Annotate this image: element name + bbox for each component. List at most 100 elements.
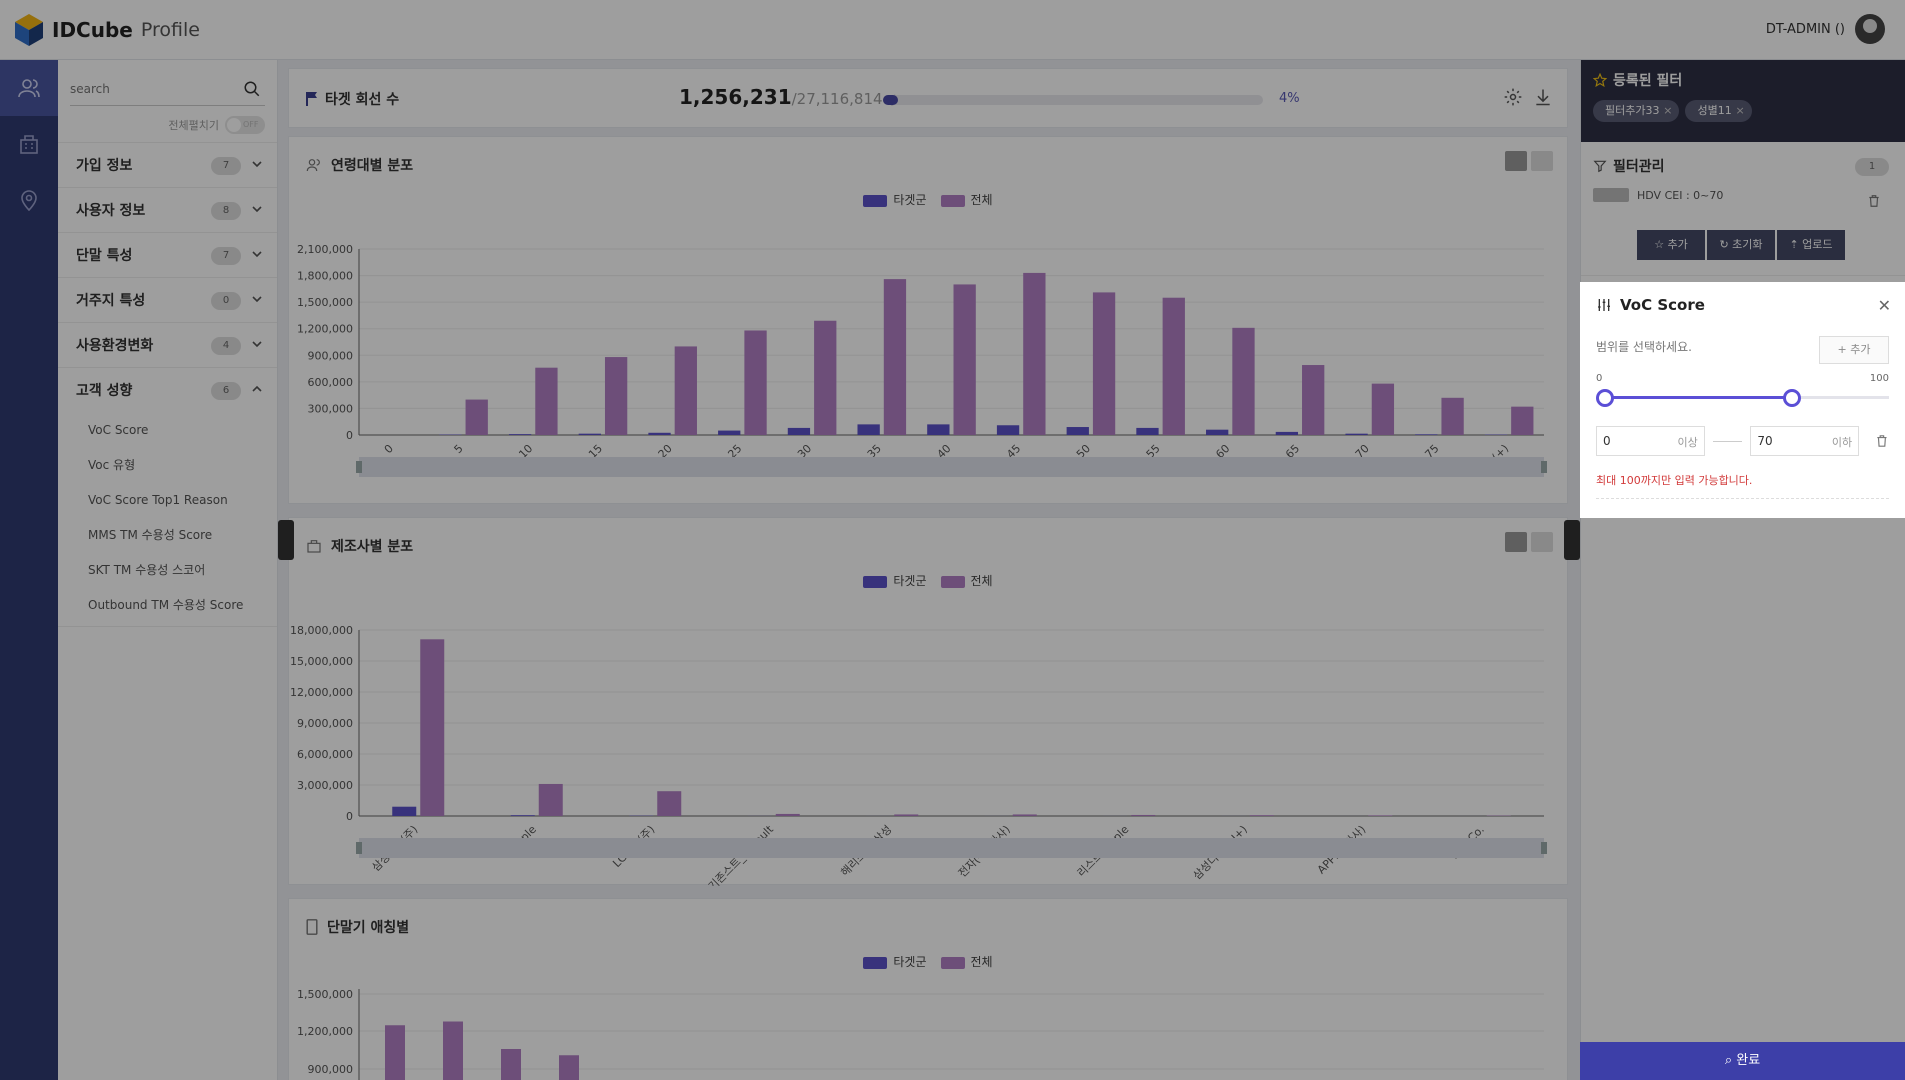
settings-gear-icon[interactable] [1503,87,1523,107]
bar-target[interactable] [1415,434,1438,435]
bar-all[interactable] [775,813,800,816]
bar-all[interactable] [953,284,976,435]
legend-all[interactable]: 전체 [940,953,993,970]
bar-target[interactable] [578,433,601,435]
bar-all[interactable] [1131,814,1156,816]
bar-chart-view-icon[interactable] [1505,532,1527,552]
bar-target[interactable] [648,432,671,435]
legend-target[interactable]: 타겟군 [863,572,927,589]
voc-add-button[interactable]: + 추가 [1819,336,1889,364]
voc-range-slider[interactable] [1596,388,1889,408]
zoom-scrollbar[interactable] [359,838,1544,858]
filter-category[interactable]: 거주지 특성 0 [58,277,277,322]
bar-target[interactable] [1066,427,1089,435]
bar-target[interactable] [718,430,741,435]
bar-target[interactable] [1275,431,1299,435]
legend-target[interactable]: 타겟군 [863,191,927,208]
chevron-down-icon[interactable] [251,158,263,170]
filter-category[interactable]: 단말 특성 7 [58,232,277,277]
bar-all[interactable] [465,399,488,435]
bar-target[interactable] [392,806,417,816]
bar-all[interactable] [894,814,919,816]
bar-all[interactable] [1302,365,1325,435]
bar-all[interactable] [538,783,563,816]
bar-all[interactable] [443,1021,463,1080]
chevron-down-icon[interactable] [251,338,263,350]
bar-all[interactable] [657,791,682,816]
chevron-up-icon[interactable] [251,383,263,395]
bar-all[interactable] [1012,814,1037,816]
filter-category[interactable]: 사용환경변화 4 [58,322,277,367]
trash-icon[interactable] [1875,434,1889,448]
bar-all[interactable] [1368,815,1393,816]
pie-chart-view-icon[interactable] [1531,532,1553,552]
slider-high-handle[interactable] [1782,389,1801,407]
add-filter-button[interactable]: ☆ 추가 [1637,230,1705,260]
bar-all[interactable] [1023,272,1046,435]
expand-all-toggle[interactable]: OFF [225,116,265,134]
zoom-handle-right[interactable] [1541,461,1547,473]
search-icon[interactable] [243,80,261,98]
done-button[interactable]: ⌕ 완료 [1580,1042,1905,1080]
filter-sub-item[interactable]: Outbound TM 수용성 Score [88,598,244,612]
bar-target[interactable] [857,424,880,435]
bar-all[interactable] [1232,327,1255,435]
legend-target[interactable]: 타겟군 [863,953,927,970]
bar-target[interactable] [1136,427,1159,435]
filter-sub-item[interactable]: SKT TM 수용성 스코어 [88,563,206,577]
rail-users[interactable] [0,60,58,116]
bar-target[interactable] [508,434,532,435]
bar-target[interactable] [927,424,950,435]
bar-all[interactable] [385,1025,405,1080]
filter-sub-item[interactable]: MMS TM 수용성 Score [88,528,213,542]
bar-all[interactable] [501,1049,521,1080]
bar-all[interactable] [1249,815,1274,816]
zoom-handle-left[interactable] [356,842,362,854]
chevron-down-icon[interactable] [251,293,263,305]
bar-all[interactable] [1092,292,1116,435]
high-value-input[interactable] [1751,427,1822,455]
bar-all[interactable] [1441,397,1464,435]
collapse-right-handle[interactable] [1564,520,1580,560]
bar-all[interactable] [604,357,628,435]
zoom-handle-left[interactable] [356,461,362,473]
filter-chip[interactable]: 필터추가33 [1593,100,1680,122]
upload-filter-button[interactable]: ⇡ 업로드 [1777,230,1845,260]
bar-all[interactable] [1162,297,1185,435]
bar-all[interactable] [883,279,907,435]
filter-category[interactable]: 가입 정보 7 [58,142,277,187]
bar-target[interactable] [787,427,811,435]
bar-target[interactable] [1345,433,1368,435]
rail-location[interactable] [0,172,58,228]
bar-all[interactable] [744,330,767,435]
pie-chart-view-icon[interactable] [1531,151,1553,171]
bar-all[interactable] [1371,383,1395,435]
bar-chart-view-icon[interactable] [1505,151,1527,171]
bar-target[interactable] [510,815,535,816]
zoom-scrollbar[interactable] [359,457,1544,477]
close-icon[interactable]: ✕ [1877,296,1891,315]
trash-icon[interactable] [1867,194,1881,208]
slider-low-handle[interactable] [1596,389,1614,407]
filter-sub-item[interactable]: VoC Score Top1 Reason [88,492,228,507]
zoom-handle-right[interactable] [1541,842,1547,854]
avatar[interactable] [1855,14,1885,44]
bar-target[interactable] [996,425,1020,435]
bar-target[interactable] [1206,429,1229,435]
filter-sub-item[interactable]: VoC Score [88,422,149,437]
bar-all[interactable] [674,346,697,435]
bar-all[interactable] [535,367,558,435]
collapse-left-handle[interactable] [278,520,294,560]
bar-all[interactable] [814,320,837,435]
rail-building[interactable] [0,116,58,172]
chevron-down-icon[interactable] [251,248,263,260]
reset-filter-button[interactable]: ↻ 초기화 [1707,230,1775,260]
legend-all[interactable]: 전체 [940,191,993,208]
chevron-down-icon[interactable] [251,203,263,215]
bar-all[interactable] [1511,406,1534,435]
low-value-input[interactable] [1597,427,1667,455]
legend-all[interactable]: 전체 [940,572,993,589]
bar-all[interactable] [420,639,445,816]
filter-category[interactable]: 사용자 정보 8 [58,187,277,232]
download-icon[interactable] [1533,87,1553,107]
